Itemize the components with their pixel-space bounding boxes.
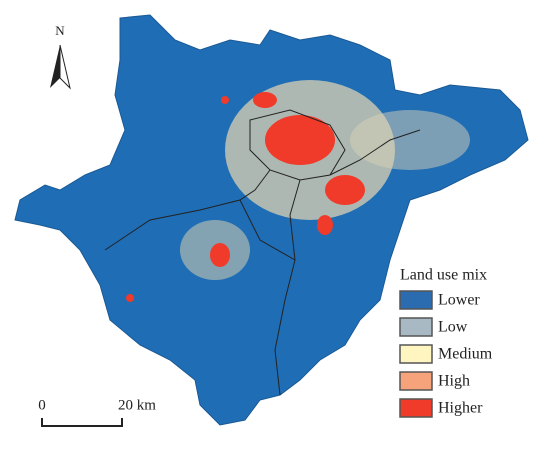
scale-start: 0 xyxy=(38,397,46,413)
legend-swatch xyxy=(399,398,433,418)
legend-label: Higher xyxy=(438,400,483,417)
legend: Land use mix Lower Low Medium High Higher xyxy=(399,267,493,418)
region xyxy=(14,14,529,426)
scale-bar: 0 20 km xyxy=(38,397,156,427)
legend-swatch xyxy=(399,317,433,337)
north-arrow: N xyxy=(50,23,71,90)
legend-title: Land use mix xyxy=(400,267,487,284)
legend-swatch xyxy=(399,344,433,364)
legend-swatch xyxy=(399,371,433,391)
legend-label: Low xyxy=(438,319,468,336)
north-label: N xyxy=(55,23,65,38)
legend-swatch xyxy=(399,290,433,310)
urban-areas xyxy=(126,80,470,302)
legend-label: Lower xyxy=(438,292,480,309)
district-boundaries xyxy=(104,109,421,396)
legend-label: Medium xyxy=(438,346,493,363)
scale-end: 20 km xyxy=(118,397,156,413)
legend-label: High xyxy=(438,373,470,390)
